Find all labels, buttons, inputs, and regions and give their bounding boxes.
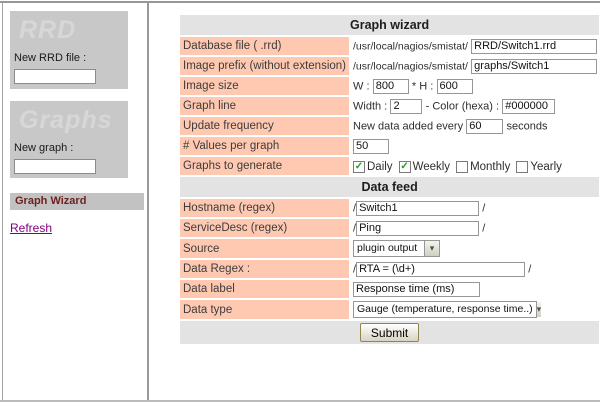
table-row: Database file ( .rrd) /usr/local/nagios/…	[180, 37, 599, 55]
table-row: Data Regex : / /	[180, 260, 599, 278]
data-type-label: Data type	[180, 300, 349, 319]
check-mark-icon: ✓	[400, 160, 409, 172]
graphs-panel: Graphs New graph :	[10, 101, 128, 178]
hostname-regex-label: Hostname (regex)	[180, 199, 349, 217]
refresh-link[interactable]: Refresh	[10, 221, 53, 235]
image-width-input[interactable]	[372, 78, 409, 94]
checkbox-monthly[interactable]: Monthly	[456, 160, 511, 173]
values-per-graph-input[interactable]	[353, 138, 389, 154]
hostname-regex-input[interactable]	[356, 200, 480, 216]
graphs-to-generate-group: ✓ Daily ✓ Weekly Monthly Yearly	[353, 160, 562, 173]
table-row: Source plugin output	[180, 239, 599, 258]
graphs-to-generate-label: Graphs to generate	[180, 157, 349, 175]
update-frequency-input[interactable]	[466, 118, 504, 134]
data-label-input[interactable]	[353, 281, 480, 297]
table-row: Graphs to generate ✓ Daily ✓ Weekly Mont…	[180, 157, 599, 175]
height-label: * H :	[411, 80, 434, 93]
source-label: Source	[180, 239, 349, 258]
graph-wizard-form: Graph wizard Database file ( .rrd) /usr/…	[178, 13, 600, 346]
data-regex-input[interactable]	[356, 261, 526, 277]
checkbox-yearly-box[interactable]	[516, 160, 529, 173]
dropdown-arrow-icon[interactable]	[424, 241, 439, 256]
database-path-prefix: /usr/local/nagios/smistat/	[353, 40, 468, 53]
database-file-label: Database file ( .rrd)	[180, 37, 349, 55]
servicedesc-regex-label: ServiceDesc (regex)	[180, 219, 349, 237]
checkbox-weekly[interactable]: ✓ Weekly	[398, 160, 451, 173]
data-type-select-value: Gauge (temperature, response time..)	[357, 303, 533, 315]
submit-row: Submit	[180, 321, 600, 344]
table-row: Hostname (regex) / /	[180, 199, 599, 217]
servicedesc-regex-close-slash: /	[482, 222, 486, 235]
image-prefix-input[interactable]	[471, 58, 598, 74]
new-rrd-file-input[interactable]	[14, 68, 96, 84]
update-frequency-post-text: seconds	[506, 120, 548, 133]
data-regex-close-slash: /	[528, 263, 532, 276]
data-type-select[interactable]: Gauge (temperature, response time..)	[353, 301, 542, 318]
line-width-label: Width :	[353, 100, 388, 113]
checkbox-daily-box[interactable]: ✓	[353, 160, 365, 173]
checkbox-weekly-label: Weekly	[412, 160, 451, 173]
table-row: Graph wizard	[180, 15, 600, 35]
dropdown-arrow-icon[interactable]	[535, 302, 542, 317]
image-size-label: Image size	[180, 77, 349, 95]
new-graph-input[interactable]	[14, 158, 96, 174]
submit-button[interactable]: Submit	[359, 323, 420, 342]
checkbox-monthly-label: Monthly	[470, 160, 511, 173]
data-regex-open-slash: /	[353, 263, 357, 276]
table-row: Graph line Width : - Color (hexa) :	[180, 97, 599, 115]
sidebar-item-graph-wizard[interactable]: Graph Wizard	[10, 193, 144, 210]
update-frequency-pre-text: New data added every	[353, 120, 464, 133]
checkbox-daily[interactable]: ✓ Daily	[353, 160, 393, 173]
data-label-label: Data label	[180, 280, 349, 298]
page-border-top	[0, 1, 600, 3]
line-color-input[interactable]	[502, 98, 556, 114]
rrd-panel: RRD New RRD file :	[10, 11, 128, 89]
table-row: Data type Gauge (temperature, response t…	[180, 300, 599, 319]
table-row: Image prefix (without extension) /usr/lo…	[180, 57, 599, 75]
checkbox-yearly[interactable]: Yearly	[516, 160, 562, 173]
values-per-graph-label: # Values per graph	[180, 137, 349, 155]
image-height-input[interactable]	[436, 78, 473, 94]
checkbox-weekly-box[interactable]: ✓	[398, 160, 411, 173]
image-path-prefix: /usr/local/nagios/smistat/	[353, 60, 468, 73]
table-row: Update frequency New data added every se…	[180, 117, 599, 135]
data-regex-label: Data Regex :	[180, 260, 349, 278]
line-width-input[interactable]	[390, 98, 423, 114]
line-color-label: - Color (hexa) :	[425, 100, 499, 113]
page-border-left	[2, 3, 3, 400]
servicedesc-regex-input[interactable]	[356, 220, 480, 236]
data-feed-section-header: Data feed	[180, 177, 600, 197]
table-row: Image size W : * H :	[180, 77, 599, 95]
image-prefix-label: Image prefix (without extension)	[180, 57, 349, 75]
graph-line-label: Graph line	[180, 97, 349, 115]
table-row: Data label	[180, 280, 599, 298]
table-row: # Values per graph	[180, 137, 599, 155]
table-row: Data feed	[180, 177, 600, 197]
check-mark-icon: ✓	[354, 160, 364, 172]
checkbox-yearly-label: Yearly	[530, 160, 562, 173]
table-row: Submit	[180, 321, 600, 344]
source-select-value: plugin output	[357, 242, 418, 254]
width-label: W :	[353, 80, 370, 93]
page-border-bottom	[0, 400, 600, 402]
new-rrd-file-label: New RRD file :	[14, 52, 87, 64]
source-select[interactable]: plugin output	[353, 240, 440, 257]
graphs-logo: Graphs	[19, 106, 113, 134]
sidebar-divider[interactable]	[147, 3, 149, 400]
checkbox-daily-label: Daily	[367, 160, 393, 173]
hostname-regex-open-slash: /	[353, 202, 357, 215]
database-file-input[interactable]	[471, 38, 598, 54]
rrd-logo: RRD	[19, 16, 77, 44]
checkbox-monthly-box[interactable]	[456, 160, 469, 173]
table-row: ServiceDesc (regex) / /	[180, 219, 599, 237]
graph-wizard-section-header: Graph wizard	[180, 15, 600, 35]
hostname-regex-close-slash: /	[482, 202, 486, 215]
update-frequency-label: Update frequency	[180, 117, 349, 135]
servicedesc-regex-open-slash: /	[353, 222, 357, 235]
new-graph-label: New graph :	[14, 142, 74, 154]
